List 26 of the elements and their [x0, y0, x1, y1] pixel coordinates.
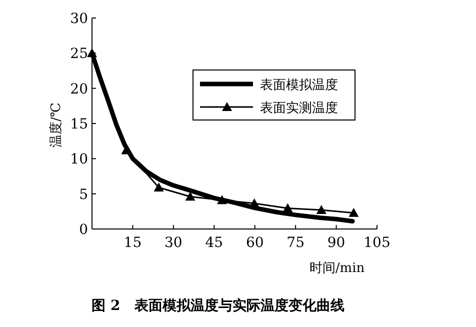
legend-label: 表面实测温度	[260, 100, 338, 116]
y-tick-label: 5	[79, 186, 88, 203]
x-tick-label: 45	[205, 235, 224, 251]
x-tick-label: 30	[164, 235, 182, 251]
point	[282, 203, 293, 212]
point	[316, 205, 326, 214]
point	[154, 182, 164, 192]
x-tick-label: 105	[364, 235, 390, 251]
y-tick-label: 25	[70, 46, 88, 62]
point	[249, 198, 260, 208]
text: 图 2 表面模拟温度与实际温度变化曲线	[92, 297, 344, 314]
x-tick-label: 90	[327, 235, 346, 251]
point	[348, 208, 359, 217]
y-axis-title: 温度/℃	[48, 102, 64, 148]
x-tick-label: 60	[246, 235, 264, 251]
y-tick-label: 15	[70, 116, 88, 132]
point	[217, 195, 228, 204]
y-tick-label: 20	[70, 81, 88, 98]
y-tick-label: 0	[79, 222, 88, 238]
y-tick-label: 10	[70, 152, 88, 168]
legend-label: 表面模拟温度	[260, 77, 338, 93]
point	[185, 192, 196, 201]
x-tick-label: 75	[286, 235, 304, 251]
y-tick-label: 30	[70, 11, 88, 27]
x-tick-label: 15	[124, 235, 142, 251]
x-axis-title: 时间/min	[309, 261, 366, 276]
